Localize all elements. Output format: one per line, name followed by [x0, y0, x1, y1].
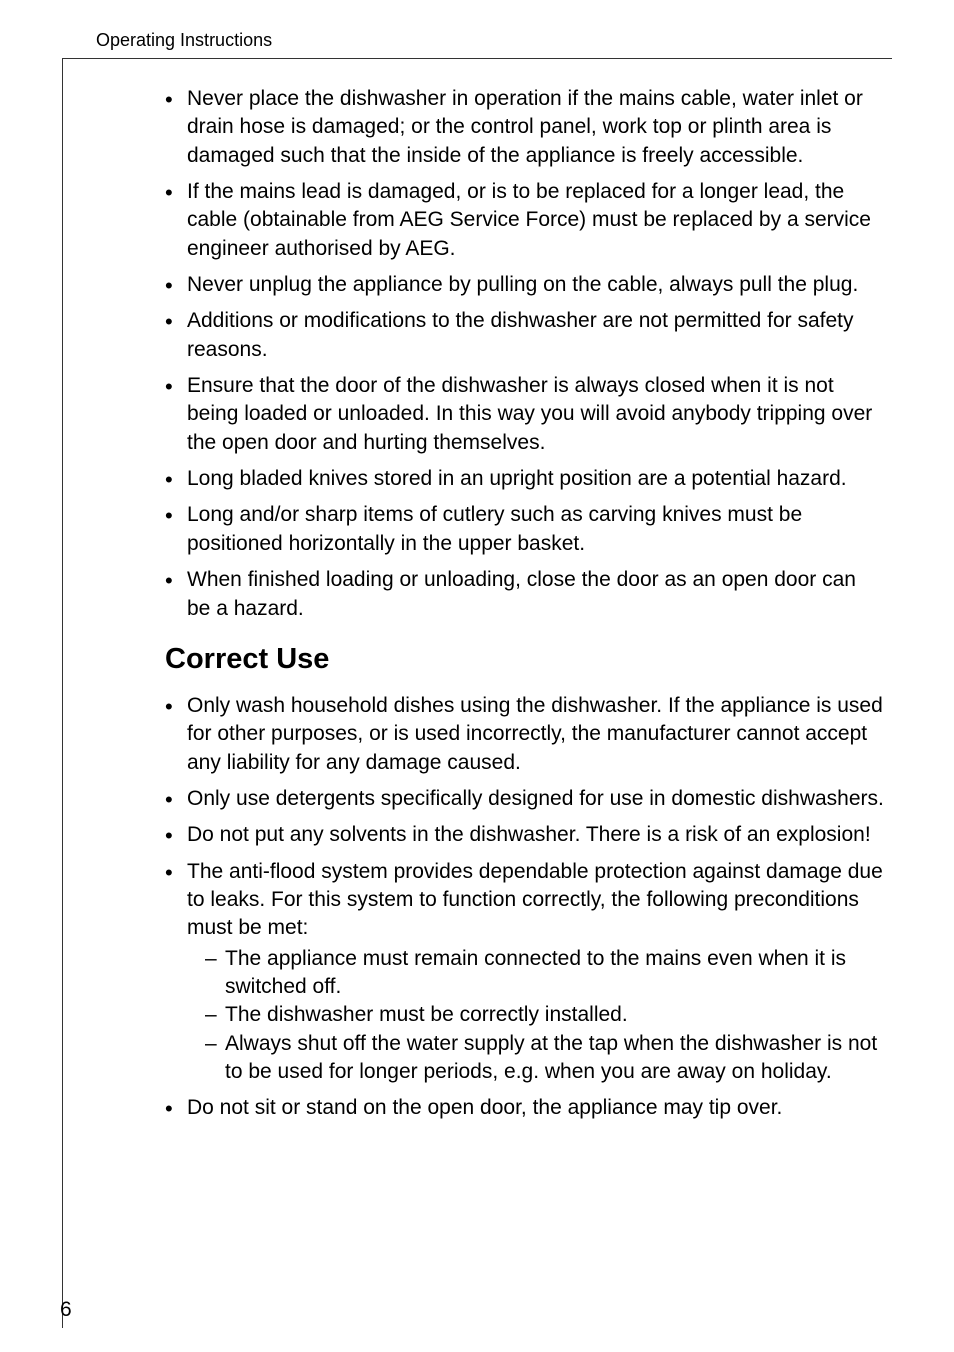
header-underline — [62, 58, 892, 59]
safety-bullet-list: Never place the dishwasher in operation … — [165, 85, 885, 623]
bullet-item-anti-flood: The anti-flood system provides dependabl… — [165, 858, 885, 1087]
sub-item: The appliance must remain connected to t… — [187, 945, 885, 1002]
bullet-item: Do not put any solvents in the dishwashe… — [165, 821, 885, 849]
anti-flood-intro: The anti-flood system provides dependabl… — [187, 860, 883, 940]
bullet-item: Never unplug the appliance by pulling on… — [165, 271, 885, 299]
bullet-item: Ensure that the door of the dishwasher i… — [165, 372, 885, 457]
bullet-item: When finished loading or unloading, clos… — [165, 566, 885, 623]
sub-item: Always shut off the water supply at the … — [187, 1030, 885, 1087]
bullet-item: If the mains lead is damaged, or is to b… — [165, 178, 885, 263]
page-content: Never place the dishwasher in operation … — [165, 85, 885, 1131]
bullet-item: Long bladed knives stored in an upright … — [165, 465, 885, 493]
correct-use-bullet-list: Only wash household dishes using the dis… — [165, 692, 885, 1123]
bullet-item: Only wash household dishes using the dis… — [165, 692, 885, 777]
bullet-item: Long and/or sharp items of cutlery such … — [165, 501, 885, 558]
page-number: 6 — [60, 1298, 72, 1322]
correct-use-heading: Correct Use — [165, 643, 885, 676]
bullet-item: Only use detergents specifically designe… — [165, 785, 885, 813]
bullet-item: Do not sit or stand on the open door, th… — [165, 1094, 885, 1122]
bullet-item: Never place the dishwasher in operation … — [165, 85, 885, 170]
anti-flood-sub-list: The appliance must remain connected to t… — [187, 945, 885, 1087]
bullet-item: Additions or modifications to the dishwa… — [165, 307, 885, 364]
header-title: Operating Instructions — [96, 30, 272, 50]
page-header: Operating Instructions — [96, 30, 272, 51]
sub-item: The dishwasher must be correctly install… — [187, 1001, 885, 1029]
vertical-rule — [62, 58, 63, 1328]
